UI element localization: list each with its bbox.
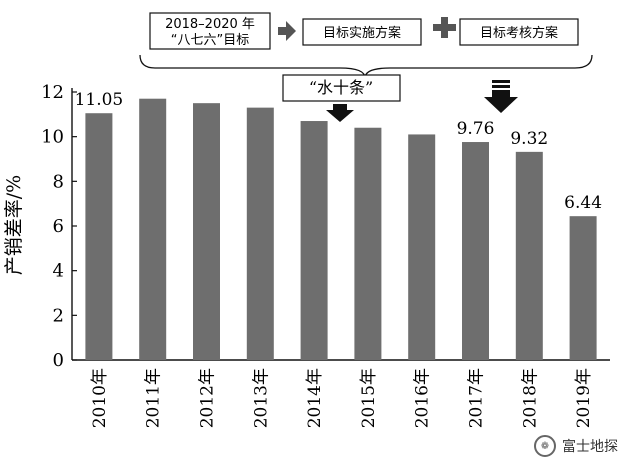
assess-box-label: 目标考核方案 <box>480 25 558 41</box>
policy-box <box>282 74 401 102</box>
bar-2013年 <box>246 107 274 360</box>
y-tick-label: 12 <box>41 82 64 103</box>
y-tick-label: 6 <box>53 216 64 237</box>
y-axis-label: 产销差率/% <box>3 175 25 275</box>
watermark-icon: ❁ <box>534 435 556 457</box>
x-tick-label-2013年: 2013年 <box>251 368 271 428</box>
bar-2015年 <box>354 127 382 360</box>
policy-box-label: “水十条” <box>309 78 373 97</box>
annotation-flow: 2018–2020 年 “八七六”目标 目标实施方案 目标考核方案 “水十条” <box>139 12 593 122</box>
plan-box-label: 目标实施方案 <box>323 25 401 41</box>
x-tick-label-2010年: 2010年 <box>90 368 110 428</box>
plan-box <box>302 18 422 46</box>
bars <box>85 98 597 361</box>
watermark-text: 富士地探 <box>562 439 618 455</box>
y-tick-label: 8 <box>53 171 64 192</box>
arrow-2014-icon <box>326 104 354 122</box>
value-label-2017年: 9.76 <box>457 119 495 139</box>
value-label-2018年: 9.32 <box>510 129 548 149</box>
bar-2017年 <box>462 142 489 360</box>
y-tick-label: 2 <box>53 305 64 326</box>
assess-box <box>459 18 579 46</box>
bar-2019年 <box>569 216 597 360</box>
y-tick-label: 0 <box>53 350 64 371</box>
bar-2011年 <box>139 98 167 360</box>
goal-box <box>149 12 271 50</box>
bar-2018年 <box>515 151 543 360</box>
y-ticks: 0 2 4 6 8 10 12 <box>41 82 77 371</box>
watermark: ❁ 富士地探 <box>534 435 618 457</box>
arrow-2018-icon <box>484 90 518 113</box>
y-tick-label: 4 <box>53 261 64 282</box>
x-tick-labels: 2010年 2011年 2012年 2013年 2014年 2015年 2016年 2017年… <box>90 368 594 428</box>
x-tick-label-2015年: 2015年 <box>359 368 379 428</box>
x-tick-label-2014年: 2014年 <box>305 368 325 428</box>
x-tick-label-2017年: 2017年 <box>467 368 487 428</box>
x-tick-label-2018年: 2018年 <box>520 368 540 428</box>
value-label-2019年: 6.44 <box>564 193 602 213</box>
plus-icon <box>433 17 456 38</box>
goal-box-line2: “八七六”目标 <box>171 33 249 48</box>
bar-2010年 <box>85 113 113 360</box>
bar-2014年 <box>300 121 328 361</box>
value-labels: 11.05 9.76 9.32 6.44 <box>75 90 602 213</box>
goal-box-line1: 2018–2020 年 <box>165 17 255 32</box>
x-tick-label-2019年: 2019年 <box>574 368 594 428</box>
bar-2016年 <box>408 134 436 360</box>
x-tick-label-2016年: 2016年 <box>413 368 433 428</box>
y-tick-label: 10 <box>41 127 64 148</box>
value-label-2010年: 11.05 <box>75 90 124 110</box>
flow-arrow-icon <box>278 21 296 41</box>
x-tick-label-2012年: 2012年 <box>198 368 218 428</box>
x-tick-label-2011年: 2011年 <box>144 368 164 428</box>
arrow-dash-1 <box>492 80 510 83</box>
arrow-dash-2 <box>492 85 510 88</box>
bar-2012年 <box>193 103 220 361</box>
